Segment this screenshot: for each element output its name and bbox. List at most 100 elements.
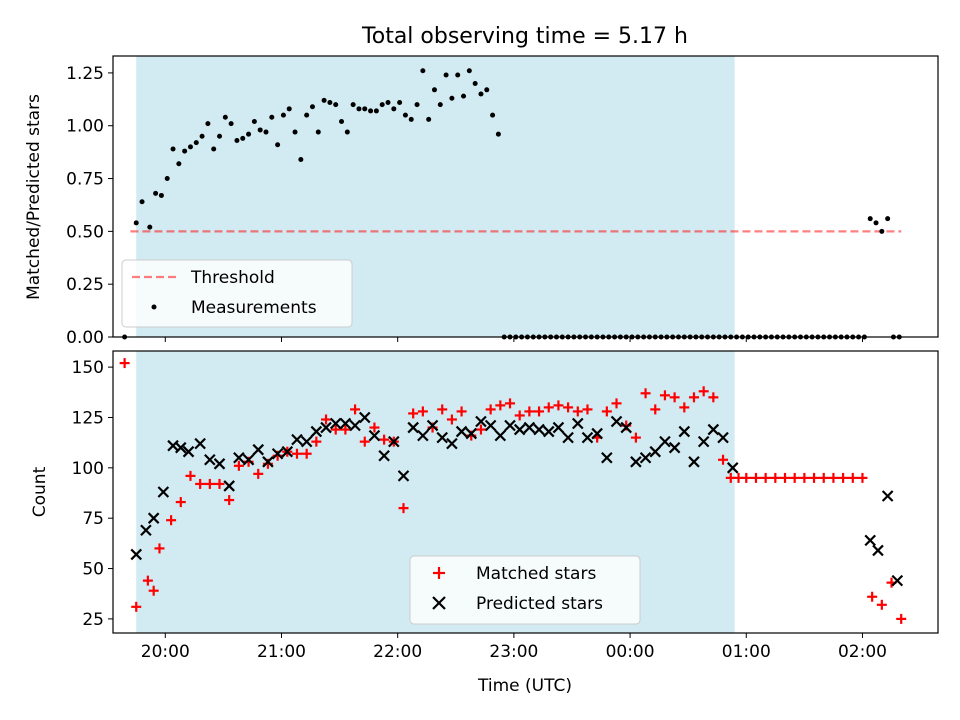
predicted-star-diag-b bbox=[300, 435, 313, 448]
y-tick-label-top: 0.75 bbox=[66, 170, 104, 190]
predicted-star-diag-b bbox=[320, 421, 332, 434]
top-panel: 0.00 0.25 0.50 0.75 1.00 1.25 Matched/Predict… bbox=[24, 55, 939, 348]
predicted-star-diag-b bbox=[610, 415, 623, 428]
measurement-point bbox=[867, 216, 873, 222]
bottom-axes-layer: 25 50 75 100 125 150 20:00 21:00 22:00 23:00 00:00… bbox=[72, 358, 887, 662]
measurement-point bbox=[495, 131, 501, 137]
matched-star-point bbox=[379, 434, 390, 445]
measurement-point bbox=[478, 91, 484, 97]
matched-star-point bbox=[718, 454, 729, 465]
predicted-star-point bbox=[417, 429, 429, 442]
predicted-star-point bbox=[881, 490, 894, 502]
matched-star-point bbox=[780, 472, 791, 483]
predicted-star-point bbox=[542, 425, 555, 438]
predicted-star-diag-b bbox=[455, 425, 468, 438]
measurement-point bbox=[309, 104, 315, 110]
predicted-star-diag-b bbox=[213, 458, 226, 470]
predicted-star-diag-b bbox=[475, 415, 487, 428]
predicted-star-diag-b bbox=[881, 490, 894, 502]
y-tick-label-bottom: 50 bbox=[82, 560, 104, 580]
measurement-point bbox=[391, 106, 397, 112]
matched-star-point bbox=[708, 392, 719, 403]
predicted-star-point bbox=[630, 456, 642, 468]
predicted-star-diag-b bbox=[233, 451, 245, 464]
predicted-star-point bbox=[213, 458, 226, 470]
matched-star-point bbox=[669, 392, 680, 403]
matched-star-point bbox=[750, 472, 761, 483]
measurement-point bbox=[182, 148, 188, 154]
x-tick-label: 01:00 bbox=[722, 642, 771, 662]
measurement-point bbox=[373, 108, 379, 114]
measurement-point bbox=[443, 72, 449, 78]
y-tick-label-bottom: 25 bbox=[82, 610, 104, 630]
bottom-plot-frame bbox=[112, 350, 939, 634]
top-data-layer bbox=[122, 68, 902, 340]
predicted-star-point bbox=[872, 544, 884, 557]
predicted-star-diag-b bbox=[140, 524, 152, 537]
predicted-star-point bbox=[223, 480, 235, 492]
predicted-star-diag-b bbox=[678, 425, 691, 438]
chart-title: Total observing time = 5.17 h bbox=[361, 24, 688, 49]
measurement-point bbox=[379, 102, 385, 108]
predicted-star-point bbox=[368, 429, 381, 442]
predicted-star-diag-b bbox=[349, 419, 361, 432]
measurement-point bbox=[461, 93, 467, 99]
matched-star-point bbox=[330, 424, 341, 435]
measurement-point bbox=[240, 135, 246, 141]
predicted-star-point bbox=[864, 534, 876, 547]
predicted-star-point bbox=[378, 449, 390, 462]
predicted-star-point bbox=[688, 456, 700, 468]
measurement-point bbox=[414, 102, 420, 108]
predicted-star-point bbox=[620, 421, 632, 434]
matched-star-point bbox=[495, 400, 506, 411]
matched-star-point bbox=[148, 585, 159, 596]
predicted-star-point bbox=[329, 417, 342, 430]
measurement-point bbox=[362, 106, 368, 112]
x-tick-label: 02:00 bbox=[838, 642, 887, 662]
predicted-star-point bbox=[320, 421, 332, 434]
matched-star-point bbox=[485, 404, 496, 415]
matched-star-point bbox=[359, 436, 370, 447]
bottom-legend: Matched stars Predicted stars bbox=[409, 555, 641, 625]
predicted-star-point bbox=[310, 425, 323, 438]
y-tick-label-bottom: 75 bbox=[82, 509, 104, 529]
predicted-star-diag-b bbox=[252, 443, 265, 456]
predicted-star-point bbox=[494, 429, 507, 442]
measurement-point bbox=[164, 176, 170, 182]
predicted-star-diag-b bbox=[717, 431, 729, 444]
measurement-point bbox=[153, 190, 159, 196]
legend-predicted-swatch bbox=[432, 596, 446, 610]
matched-star-point bbox=[154, 543, 165, 554]
top-y-axis-label: Matched/Predicted stars bbox=[24, 94, 44, 300]
y-tick-label-top: 0.50 bbox=[66, 222, 104, 242]
predicted-star-diag-b bbox=[639, 451, 652, 464]
predicted-star-point bbox=[523, 421, 536, 434]
measurement-point bbox=[275, 142, 281, 148]
predicted-star-diag-b bbox=[591, 427, 603, 440]
measurement-point bbox=[304, 112, 310, 118]
matched-star-point bbox=[195, 478, 206, 489]
matched-star-point bbox=[582, 404, 593, 415]
measurement-point bbox=[350, 102, 356, 108]
predicted-star-diag-b bbox=[601, 451, 613, 464]
x-tick-label: 20:00 bbox=[141, 642, 190, 662]
predicted-star-point bbox=[300, 435, 313, 448]
matched-star-point bbox=[214, 478, 225, 489]
matched-star-point bbox=[514, 410, 525, 421]
matched-star-point bbox=[640, 388, 651, 399]
measurement-point bbox=[873, 220, 879, 226]
measurement-point bbox=[222, 114, 228, 120]
predicted-star-diag-b bbox=[291, 433, 303, 446]
predicted-star-point bbox=[717, 431, 729, 444]
predicted-star-diag-b bbox=[182, 445, 195, 458]
predicted-star-point bbox=[271, 447, 284, 460]
predicted-star-point bbox=[726, 462, 739, 474]
matched-star-point bbox=[253, 468, 264, 479]
matched-star-point bbox=[119, 358, 130, 369]
predicted-star-diag-b bbox=[620, 421, 632, 434]
predicted-star-point bbox=[475, 415, 487, 428]
matched-star-point bbox=[818, 472, 829, 483]
predicted-star-point bbox=[591, 427, 603, 440]
predicted-star-diag-b bbox=[271, 447, 284, 460]
matched-star-point bbox=[311, 436, 322, 447]
